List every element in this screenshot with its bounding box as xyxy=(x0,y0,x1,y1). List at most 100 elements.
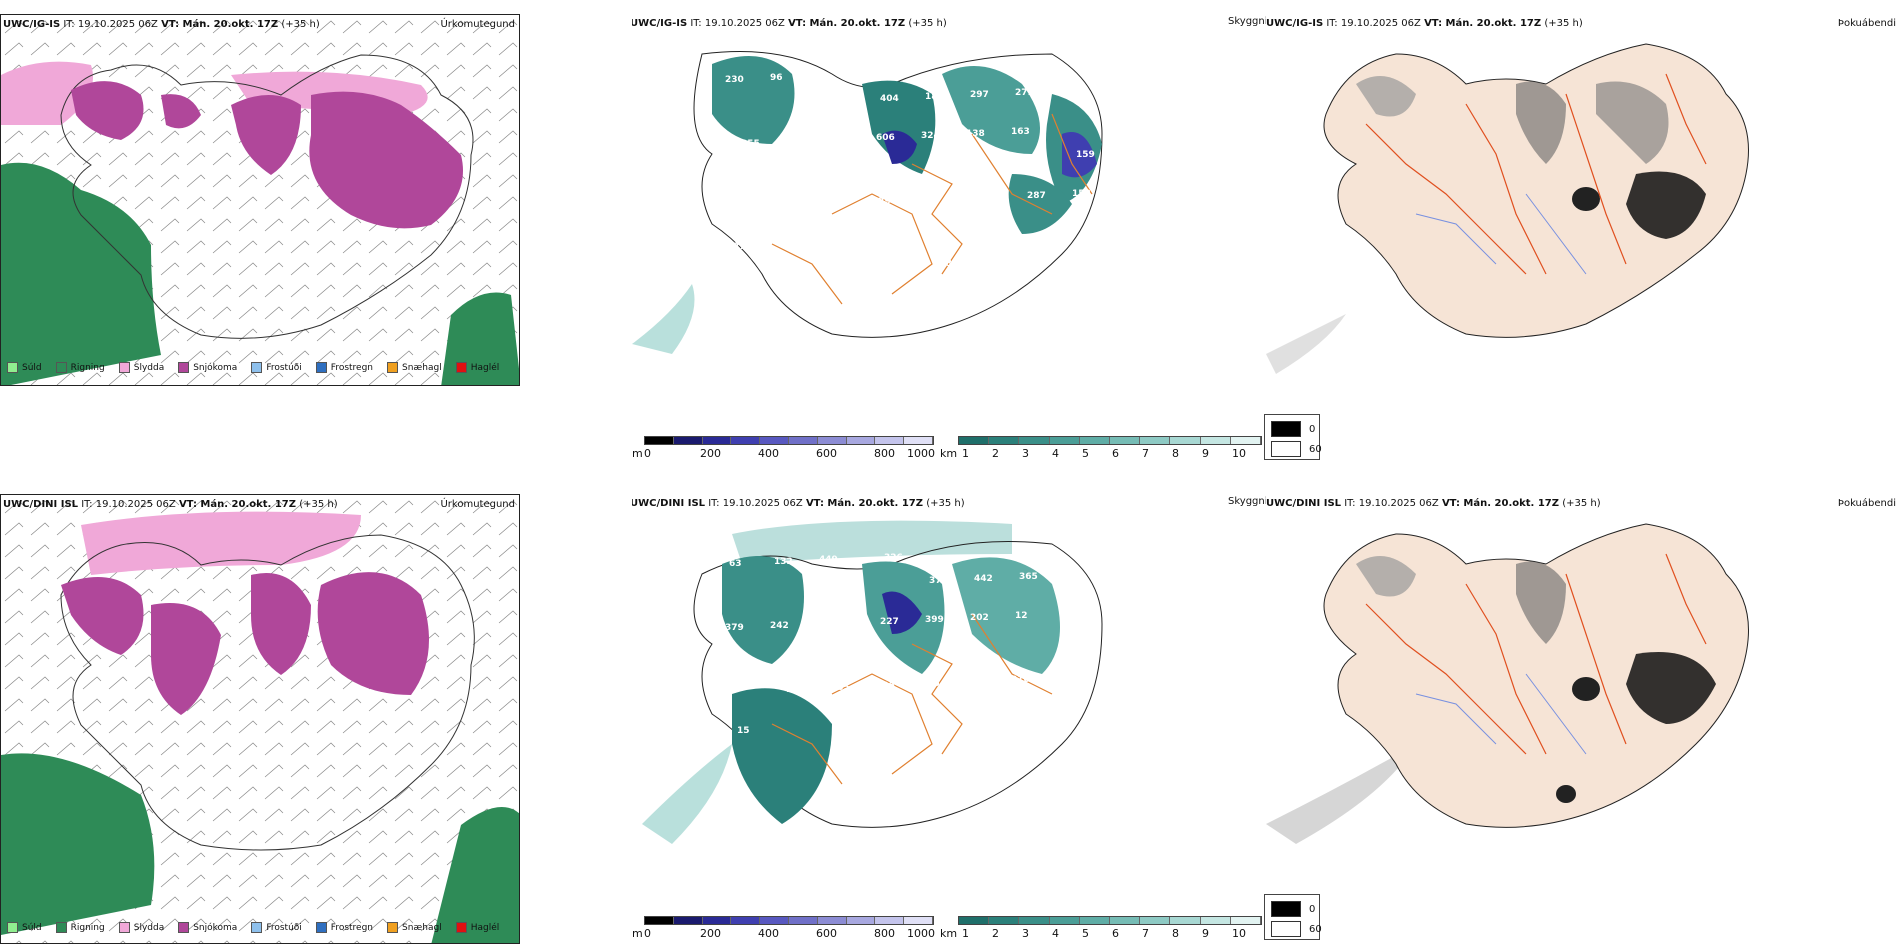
visibility-value: 163 xyxy=(1011,127,1030,137)
tick: 600 xyxy=(816,927,837,940)
visibility-value: 18 xyxy=(831,135,844,145)
precip-map-row1 xyxy=(1,15,519,385)
visibility-value: 10 xyxy=(917,195,930,205)
vis-scale-m-unit: m xyxy=(632,447,643,460)
legend-item-frostregn: Frostregn xyxy=(315,922,373,933)
tick: 9 xyxy=(1202,927,1209,940)
visibility-value: 404 xyxy=(880,94,899,104)
precip-panel-row1: UWC/IG-IS IT: 19.10.2025 06Z VT: Mán. 20… xyxy=(0,14,520,386)
visibility-value: 128 xyxy=(933,259,952,269)
tick: 400 xyxy=(758,447,779,460)
tick: 10 xyxy=(1232,447,1246,460)
visibility-value: 38 xyxy=(1023,255,1036,265)
visibility-labels-row1: 230 96 449 404 180 297 271 442 255 104 18 606 324 138… xyxy=(725,73,1095,271)
legend-item-snjokoma: Snjókoma xyxy=(178,922,237,933)
legend-item-sudd: Súld xyxy=(7,922,42,933)
visibility-value: 806 xyxy=(876,681,895,691)
visibility-value: 221 xyxy=(741,662,760,672)
panel-header-row1-fog: UWC/IG-IS IT: 19.10.2025 06Z VT: Mán. 20… xyxy=(1266,18,1583,29)
visibility-value: 297 xyxy=(970,90,989,100)
visibility-value: 442 xyxy=(1060,86,1079,96)
tick: 1 xyxy=(962,927,969,940)
visibility-value: 971 xyxy=(962,193,981,203)
tick: 2 xyxy=(992,447,999,460)
visibility-value: 105 xyxy=(831,683,850,693)
visibility-panel-row2: UWC/DINI ISL IT: 19.10.2025 06Z VT: Mán.… xyxy=(632,494,1272,914)
fog-title-row2: Þokuábendi xyxy=(1837,498,1896,509)
precip-title-row2: Úrkomutegund xyxy=(440,499,515,510)
visibility-value: 180 xyxy=(925,92,944,102)
visibility-value: 271 xyxy=(1015,88,1034,98)
visibility-value: 274 xyxy=(835,619,854,629)
precip-panel-row2: UWC/DINI ISL IT: 19.10.2025 06Z VT: Mán.… xyxy=(0,494,520,944)
visibility-value: 326 xyxy=(884,553,903,563)
visibility-value: 287 xyxy=(1027,191,1046,201)
tick: 8 xyxy=(1172,447,1179,460)
visibility-value: 138 xyxy=(966,129,985,139)
vis-scale-km-bar xyxy=(958,916,1262,925)
precip-title-row1: Úrkomutegund xyxy=(440,19,515,30)
vis-title-row1: Skyggni xyxy=(1228,16,1268,27)
visibility-value: 230 xyxy=(725,75,744,85)
visibility-value: 442 xyxy=(974,574,993,584)
legend-item-frostudi: Frostúði xyxy=(251,362,302,373)
tick: 800 xyxy=(874,447,895,460)
tick: 600 xyxy=(816,447,837,460)
visibility-value: 365 xyxy=(1019,572,1038,582)
fog-panel-row2: UWC/DINI ISL IT: 19.10.2025 06Z VT: Mán.… xyxy=(1266,494,1900,914)
visibility-value: 15 xyxy=(737,726,750,736)
visibility-value: 242 xyxy=(770,621,789,631)
visibility-value: 324 xyxy=(921,131,940,141)
visibility-value: 379 xyxy=(725,623,744,633)
tick: 7 xyxy=(1142,447,1149,460)
tick: 7 xyxy=(1142,927,1149,940)
fog-panel-row1: UWC/IG-IS IT: 19.10.2025 06Z VT: Mán. 20… xyxy=(1266,14,1900,386)
legend-item-sudd: Súld xyxy=(7,362,42,373)
visibility-value: 157 xyxy=(1064,570,1083,580)
tick: 3 xyxy=(1022,447,1029,460)
tick: 1 xyxy=(962,447,969,460)
tick: 2 xyxy=(992,927,999,940)
panel-header-row2-precip: UWC/DINI ISL IT: 19.10.2025 06Z VT: Mán.… xyxy=(3,499,338,510)
visibility-value: 282 xyxy=(1060,609,1079,619)
legend-item-hagl: Haglél xyxy=(455,922,499,933)
legend-item-frostregn: Frostregn xyxy=(315,362,373,373)
visibility-map-row1 xyxy=(632,14,1272,386)
visibility-value: 27 xyxy=(733,242,746,252)
legend-item-slydda: Slydda xyxy=(118,922,164,933)
visibility-value: 286 xyxy=(737,203,756,213)
visibility-value: 189 xyxy=(978,257,997,267)
panel-header-row1-vis: UWC/IG-IS IT: 19.10.2025 06Z VT: Mán. 20… xyxy=(632,18,947,29)
fog-map-row1 xyxy=(1266,14,1900,386)
visibility-value: 179 xyxy=(872,197,891,207)
visibility-value: 449 xyxy=(835,96,854,106)
panel-header-row2-fog: UWC/DINI ISL IT: 19.10.2025 06Z VT: Mán.… xyxy=(1266,498,1601,509)
visibility-value: 377 xyxy=(929,576,948,586)
visibility-value: 204 xyxy=(827,199,846,209)
precip-map-row2 xyxy=(1,495,519,943)
legend-item-rigning: Rigning xyxy=(55,922,105,933)
visibility-value: 449 xyxy=(819,555,838,565)
visibility-value: 202 xyxy=(970,613,989,623)
visibility-value: 361 xyxy=(782,201,801,211)
visibility-value: 107 xyxy=(786,685,805,695)
fog-legend-light: 60 xyxy=(1309,923,1322,935)
fog-legend-dark: 0 xyxy=(1309,423,1316,435)
tick: 10 xyxy=(1232,927,1246,940)
panel-header-row1-precip: UWC/IG-IS IT: 19.10.2025 06Z VT: Mán. 20… xyxy=(3,19,320,30)
tick: 200 xyxy=(700,447,721,460)
legend-item-rigning: Rigning xyxy=(55,362,105,373)
visibility-value: 96 xyxy=(770,73,783,83)
panel-header-row2-vis: UWC/DINI ISL IT: 19.10.2025 06Z VT: Mán.… xyxy=(632,498,965,509)
vis-scale-m-bar xyxy=(644,916,934,925)
fog-legend-light: 60 xyxy=(1309,443,1322,455)
fog-title-row1: Þokuábendi xyxy=(1837,18,1896,29)
tick: 1000 xyxy=(907,447,935,460)
vis-scale-m-row1: m 0 200 400 600 800 1000 xyxy=(632,436,935,462)
visibility-value: 227 xyxy=(880,617,899,627)
vis-scale-km-row1: km 1 2 3 4 5 6 7 8 9 10 xyxy=(940,436,1262,462)
tick: 5 xyxy=(1082,927,1089,940)
vis-scale-m-row2: m 0 200 400 600 800 1000 xyxy=(632,916,935,942)
tick: 4 xyxy=(1052,927,1059,940)
visibility-value: 606 xyxy=(876,133,895,143)
